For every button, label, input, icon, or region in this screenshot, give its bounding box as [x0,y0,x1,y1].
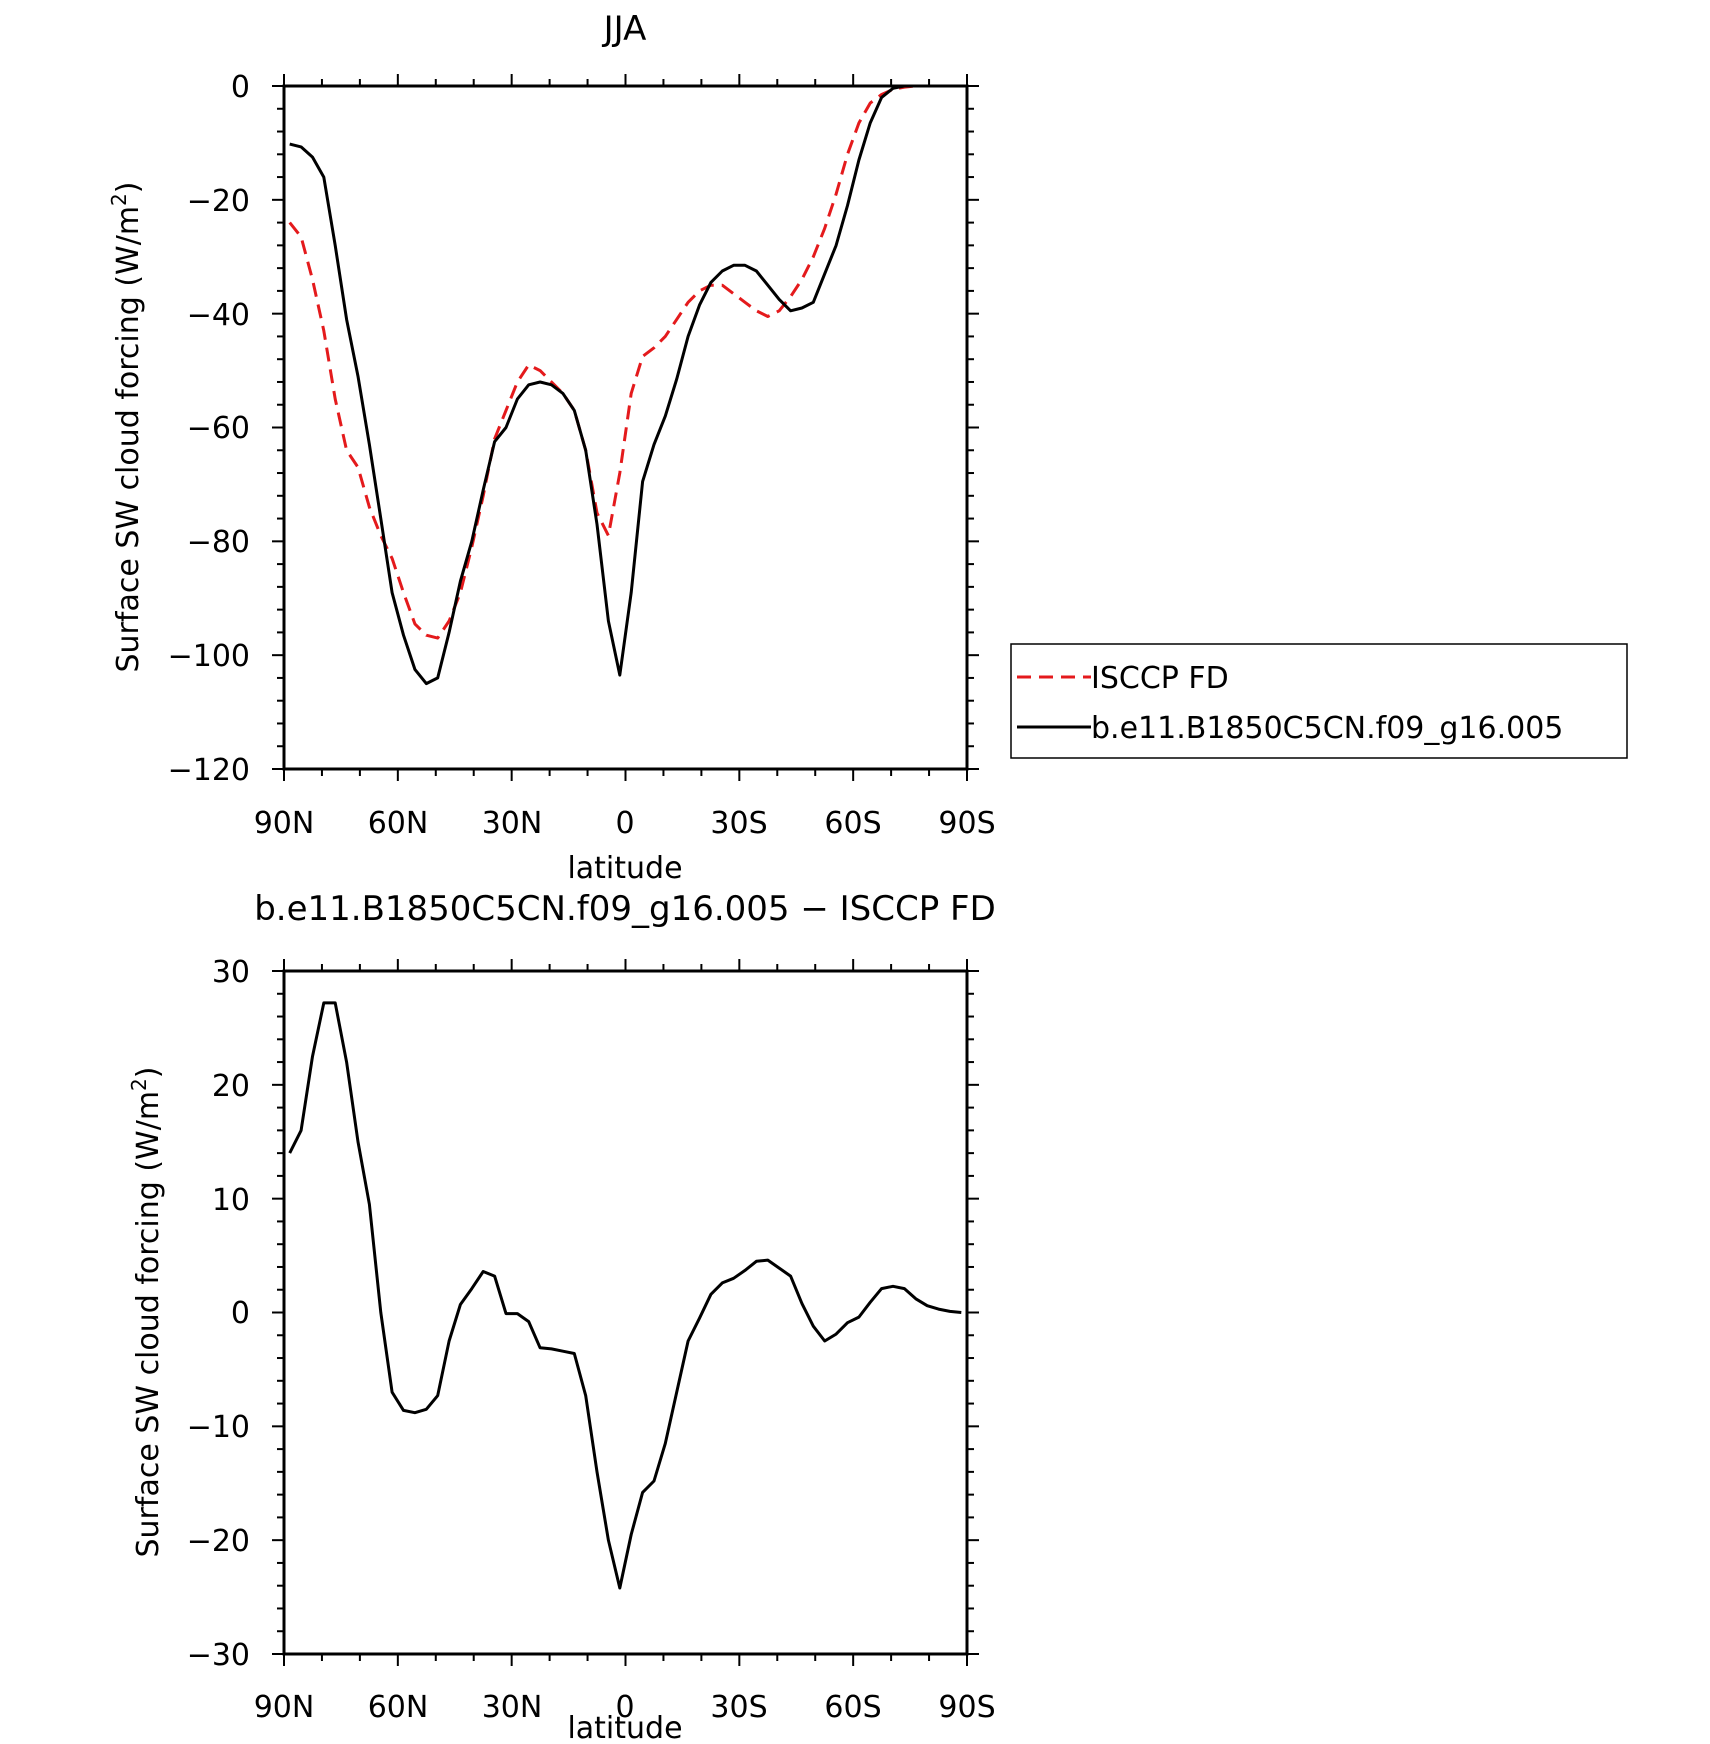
top-ytick-label: −20 [187,184,250,219]
bottom-ytick-label: −20 [187,1524,250,1559]
bottom-y-axis-label: Surface SW cloud forcing (W/m2) [127,1066,166,1557]
top-y-ticks: 0 −20 −40 −60 −80 −100 −120 [168,70,250,788]
legend-label-model: b.e11.B1850C5CN.f09_g16.005 [1091,711,1563,746]
top-xtick-label: 60N [368,806,429,841]
top-y-axis-label-main: Surface SW cloud forcing (W/m [111,206,146,673]
bottom-ytick-label: 30 [212,955,250,990]
top-xtick-label: 60S [824,806,881,841]
top-xtick-label: 30S [710,806,767,841]
bottom-xtick-label: 0 [615,1690,634,1725]
bottom-xtick-label: 90N [254,1690,315,1725]
top-y-axis-label-superscript: 2 [107,193,131,206]
top-x-axis-label: latitude [567,851,682,886]
bottom-series-model-line [288,1001,962,1590]
top-y-axis-label-close: ) [111,181,146,193]
top-xtick-label: 30N [482,806,543,841]
top-y-axis-label: Surface SW cloud forcing (W/m2) [107,181,146,672]
top-x-ticks: 90N 60N 30N 0 30S 60S 90S [254,806,996,841]
top-chart: JJA 90N 60N 30N 0 30S 60S 90S 0 −20 −40 … [107,9,1628,886]
bottom-plot-frame [282,969,969,1656]
top-ytick-label: −120 [168,753,250,788]
bottom-ytick-label: 0 [231,1296,250,1331]
bottom-xtick-label: 90S [938,1690,995,1725]
bottom-y-axis-label-close: ) [131,1066,166,1078]
bottom-xtick-label: 60S [824,1690,881,1725]
top-series-isccp-line [288,84,962,640]
bottom-chart-title: b.e11.B1850C5CN.f09_g16.005 − ISCCP FD [254,889,996,929]
bottom-x-axis-label: latitude [567,1711,682,1744]
top-ytick-label: −80 [187,525,250,560]
top-ytick-label: −60 [187,411,250,446]
bottom-y-axis-label-superscript: 2 [127,1078,151,1091]
bottom-ytick-label: 20 [212,1069,250,1104]
top-ytick-label: −100 [168,639,250,674]
legend-box [1010,643,1628,759]
bottom-y-axis-label-main: Surface SW cloud forcing (W/m [131,1091,166,1558]
top-chart-title: JJA [602,9,647,49]
bottom-xtick-label: 60N [368,1690,429,1725]
top-series-model-line [289,84,962,686]
top-xtick-label: 90S [938,806,995,841]
top-ytick-label: 0 [231,70,250,105]
bottom-ytick-label: 10 [212,1183,250,1218]
bottom-xtick-label: 30S [710,1690,767,1725]
top-xtick-label: 0 [615,806,634,841]
top-xtick-label: 90N [254,806,315,841]
bottom-xtick-label: 30N [482,1690,543,1725]
legend-label-isccp: ISCCP FD [1091,661,1229,696]
bottom-ytick-label: −10 [187,1410,250,1445]
top-ytick-label: −40 [187,298,250,333]
top-plot-frame [282,84,969,771]
bottom-ytick-label: −30 [187,1638,250,1673]
legend: ISCCP FD b.e11.B1850C5CN.f09_g16.005 [1010,643,1628,759]
bottom-x-ticks: 90N 60N 30N 0 30S 60S 90S [254,1690,996,1725]
bottom-y-ticks: 30 20 10 0 −10 −20 −30 [187,955,250,1673]
top-plot-area [272,74,979,781]
bottom-chart: b.e11.B1850C5CN.f09_g16.005 − ISCCP FD 9… [127,889,996,1744]
